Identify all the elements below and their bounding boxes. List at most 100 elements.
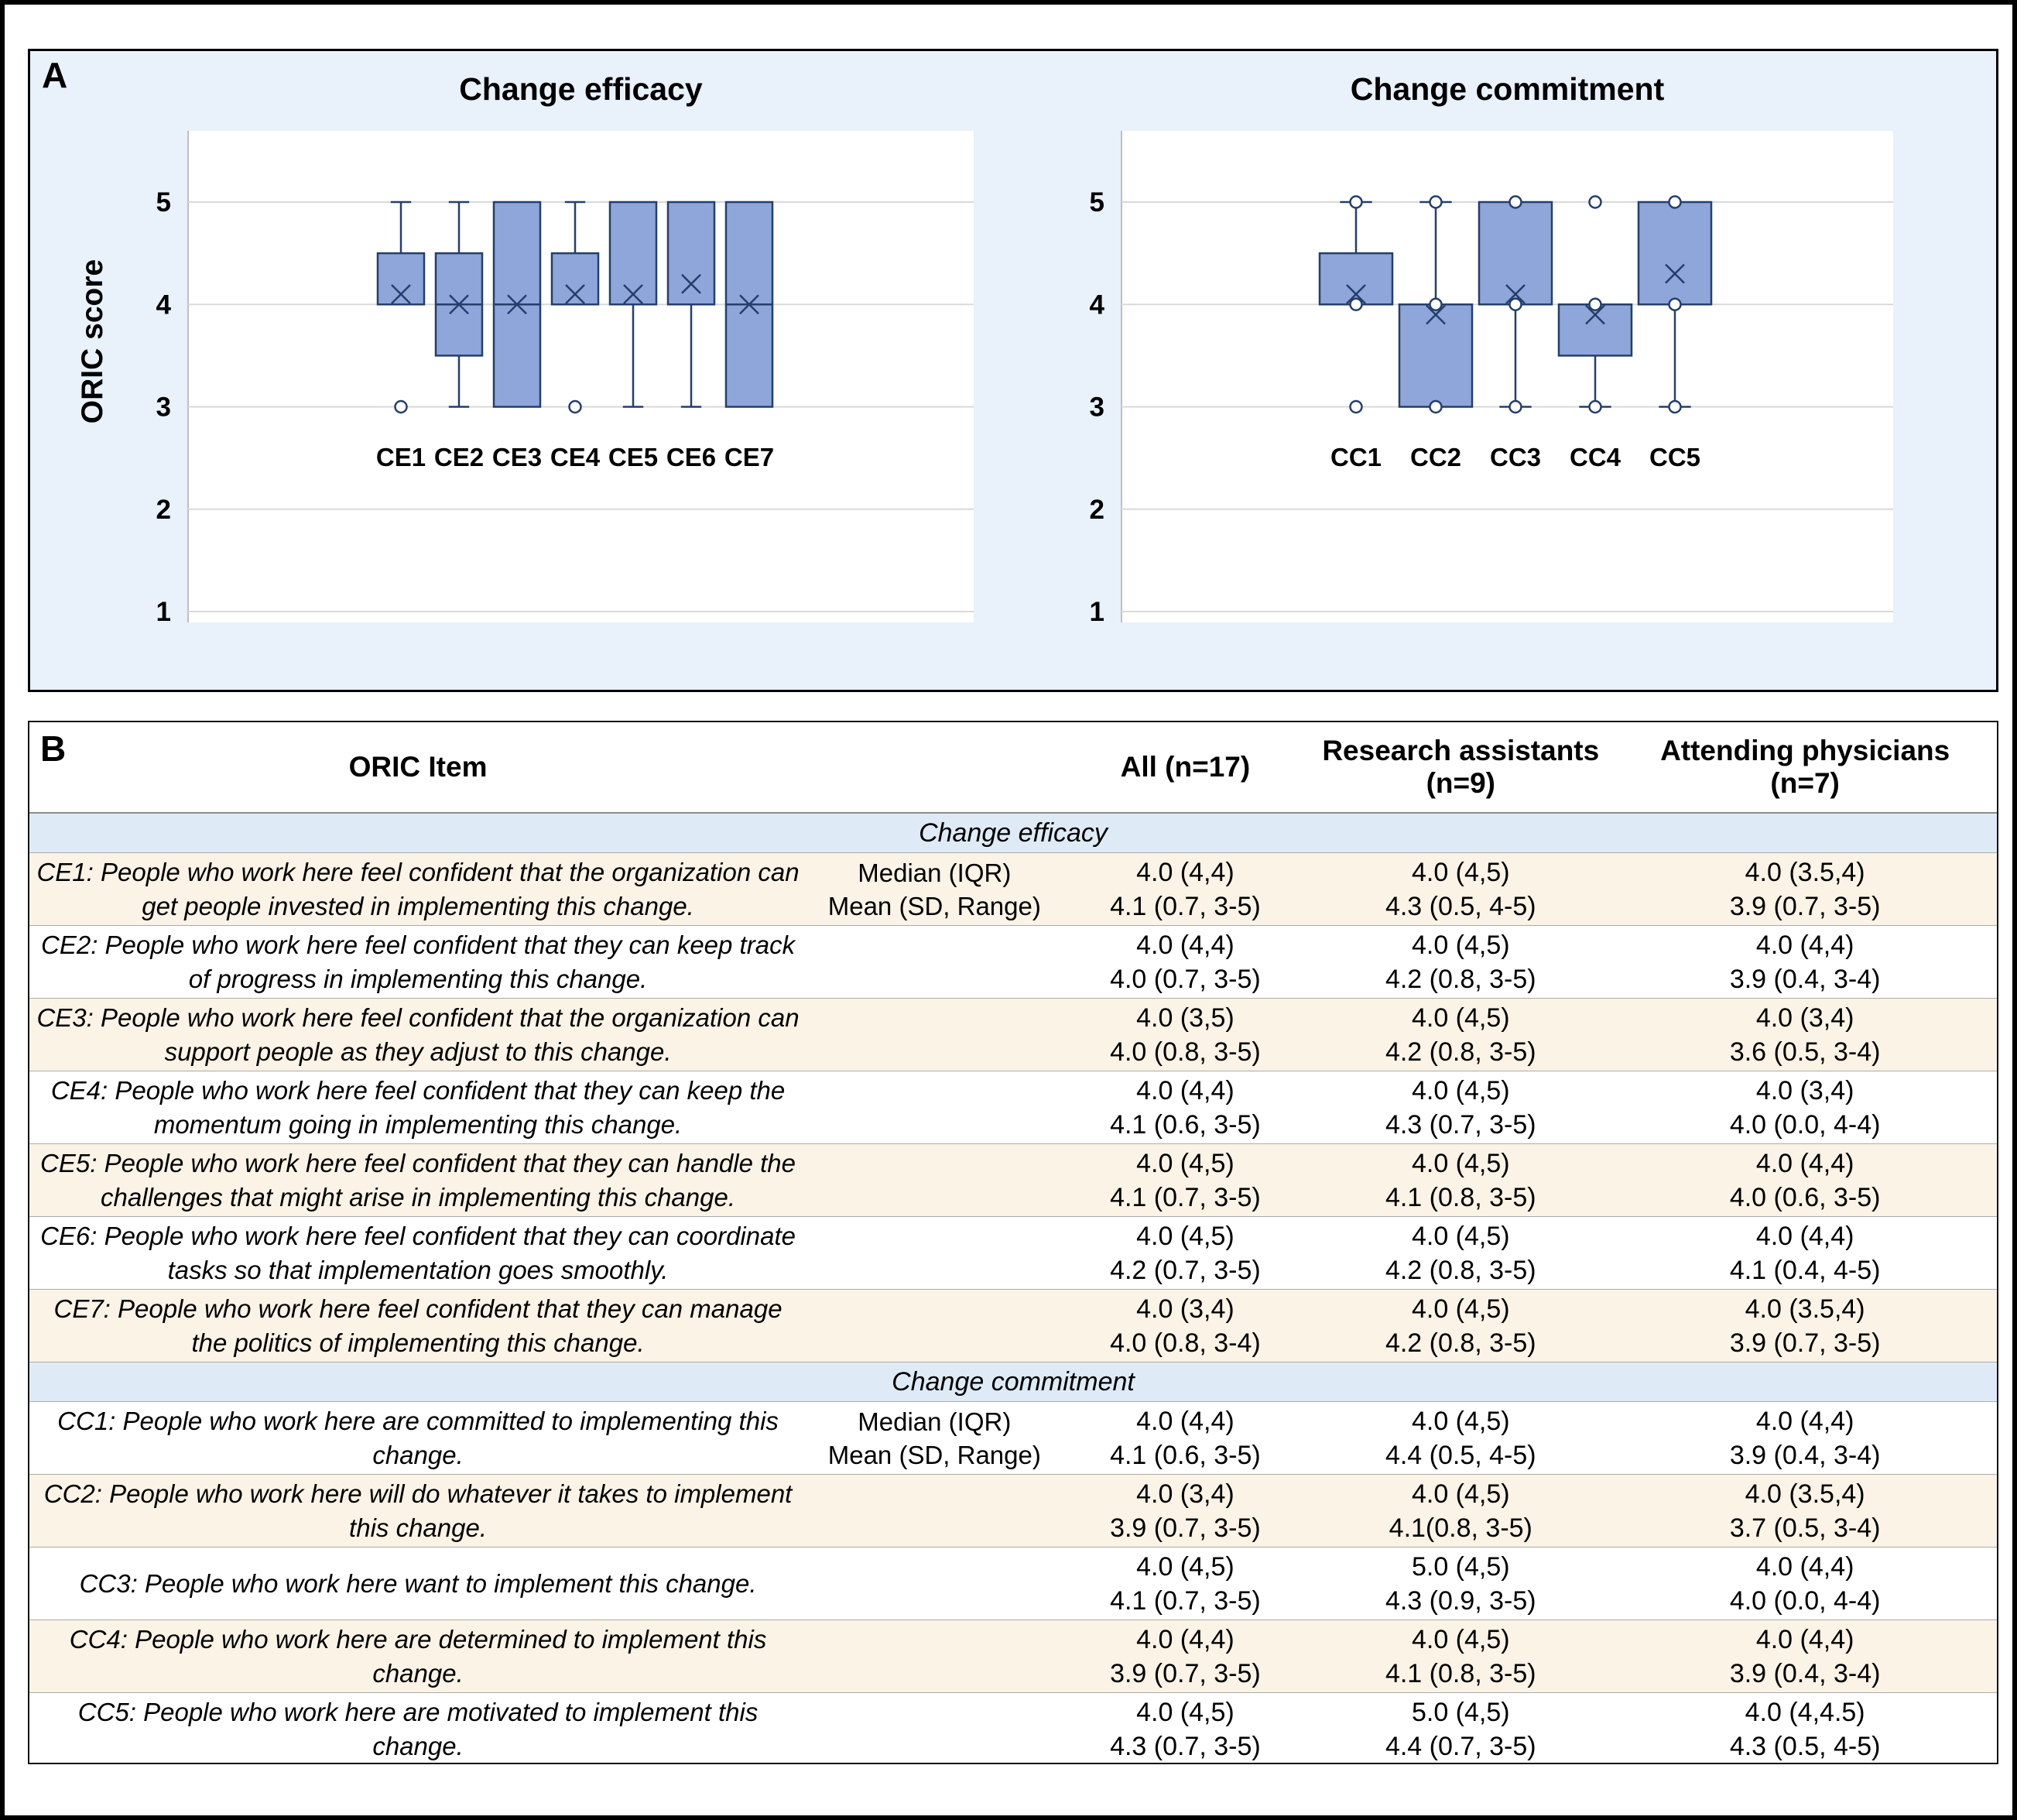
item-text-CE2: CE2: People who work here feel confident… [29, 925, 807, 999]
col-header-attending-physicians: Attending physicians (n=7) [1613, 722, 1997, 814]
oric-table: ORIC Item All (n=17) Research assistants… [29, 722, 1997, 1766]
values-all-CE5: 4.0 (4,5) 4.1 (0.7, 3-5) [1062, 1143, 1309, 1217]
stat-labels [806, 1619, 1063, 1693]
box-series-CE1: CE1 [376, 201, 426, 471]
mean-marker [1505, 284, 1526, 304]
values-ra-CE5: 4.0 (4,5) 4.1 (0.8, 3-5) [1308, 1143, 1614, 1217]
data-point [1588, 195, 1602, 209]
y-tick-label: 4 [156, 290, 172, 320]
y-tick-label: 5 [156, 187, 171, 218]
stat-labels: Median (IQR) Mean (SD, Range) [806, 1401, 1063, 1475]
values-ra-CC5: 5.0 (4,5) 4.4 (0.7, 3-5) [1308, 1692, 1614, 1766]
table-row-CC3: CC3: People who work here want to implem… [29, 1547, 1997, 1620]
y-tick-label: 1 [1090, 597, 1104, 627]
category-label: CE1 [376, 443, 426, 471]
table-row-CE2: CE2: People who work here feel confident… [29, 925, 1997, 999]
values-ap-CE6: 4.0 (4,4) 4.1 (0.4, 4-5) [1613, 1216, 1997, 1290]
mean-marker [507, 294, 527, 315]
data-point [1588, 297, 1602, 311]
col-header-all: All (n=17) [1062, 722, 1309, 814]
iqr-box [550, 252, 600, 306]
table-row-CE4: CE4: People who work here feel confident… [29, 1071, 1997, 1144]
section-title: Change commitment [29, 1362, 1997, 1402]
mean-marker [1346, 284, 1366, 304]
iqr-box [376, 252, 426, 306]
table-row-CE5: CE5: People who work here feel confident… [29, 1143, 1997, 1217]
boxplot-canvas: 5 4 3 2 1 CE1 CE2 CE3 CE4 CE5 CE6 CE7 5 4 3 2 1 CC1 CC2 CC3… [156, 131, 1893, 627]
values-all-CE2: 4.0 (4,4) 4.0 (0.7, 3-5) [1062, 925, 1309, 999]
panel-a-label: A [42, 55, 68, 95]
box-series-CE2: CE2 [434, 201, 484, 471]
efficacy-chart-title: Change efficacy [459, 71, 703, 107]
values-ra-CE4: 4.0 (4,5) 4.3 (0.7, 3-5) [1308, 1071, 1614, 1144]
values-ap-CE7: 4.0 (3.5,4) 3.9 (0.7, 3-5) [1613, 1289, 1997, 1362]
mean-marker [565, 284, 585, 304]
commitment-chart: 5 4 3 2 1 CC1 CC2 CC3 CC4 CC5 [1090, 131, 1893, 627]
stat-labels: Median (IQR) Mean (SD, Range) [806, 852, 1063, 926]
box-series-CC3: CC3 [1478, 195, 1553, 471]
iqr-box [666, 201, 716, 306]
stat-labels [806, 1474, 1063, 1548]
values-ap-CE1: 4.0 (3.5,4) 3.9 (0.7, 3-5) [1613, 852, 1997, 926]
values-ap-CC1: 4.0 (4,4) 3.9 (0.4, 3-4) [1613, 1401, 1997, 1475]
mean-marker [449, 294, 469, 315]
values-all-CE6: 4.0 (4,5) 4.2 (0.7, 3-5) [1062, 1216, 1309, 1290]
stat-labels [806, 998, 1063, 1071]
values-ra-CE1: 4.0 (4,5) 4.3 (0.5, 4-5) [1308, 852, 1614, 926]
category-label: CE6 [666, 443, 716, 471]
section-header-row: Change commitment [29, 1362, 1997, 1402]
stat-labels [806, 1216, 1063, 1290]
values-all-CE7: 4.0 (3,4) 4.0 (0.8, 3-4) [1062, 1289, 1309, 1362]
values-all-CC5: 4.0 (4,5) 4.3 (0.7, 3-5) [1062, 1692, 1309, 1766]
stat-labels [806, 1071, 1063, 1144]
iqr-box [1637, 201, 1713, 306]
box-series-CC2: CC2 [1398, 195, 1474, 471]
category-label: CE7 [724, 443, 774, 471]
values-ap-CC4: 4.0 (4,4) 3.9 (0.4, 3-4) [1613, 1619, 1997, 1693]
category-label: CC2 [1410, 443, 1461, 471]
table-row-CE1: CE1: People who work here feel confident… [29, 852, 1997, 926]
iqr-box [1557, 303, 1633, 357]
item-text-CC4: CC4: People who work here are determined… [29, 1619, 807, 1693]
mean-marker [391, 284, 411, 304]
data-point [1508, 399, 1522, 414]
values-ap-CC5: 4.0 (4,4.5) 4.3 (0.5, 4-5) [1613, 1692, 1997, 1766]
box-series-CE5: CE5 [608, 201, 658, 471]
category-label: CC1 [1330, 443, 1382, 471]
data-point [1508, 297, 1522, 311]
table-row-CE3: CE3: People who work here feel confident… [29, 998, 1997, 1071]
values-ap-CC3: 4.0 (4,4) 4.0 (0.0, 4-4) [1613, 1547, 1997, 1620]
data-point [568, 399, 582, 414]
y-tick-label: 5 [1090, 187, 1104, 218]
item-text-CE4: CE4: People who work here feel confident… [29, 1071, 807, 1144]
values-ra-CC4: 4.0 (4,5) 4.1 (0.8, 3-5) [1308, 1619, 1614, 1693]
values-ap-CE4: 4.0 (3,4) 4.0 (0.0, 4-4) [1613, 1071, 1997, 1144]
y-tick-label: 3 [156, 392, 171, 423]
iqr-box [1398, 303, 1474, 408]
item-text-CE3: CE3: People who work here feel confident… [29, 998, 807, 1071]
data-point [1349, 297, 1363, 311]
y-tick-label: 2 [1090, 495, 1104, 525]
values-all-CC4: 4.0 (4,4) 3.9 (0.7, 3-5) [1062, 1619, 1309, 1693]
table-row-CE6: CE6: People who work here feel confident… [29, 1216, 1997, 1290]
item-text-CC1: CC1: People who work here are committed … [29, 1401, 807, 1475]
panel-b: ORIC Item All (n=17) Research assistants… [28, 721, 1998, 1766]
commitment-chart-title: Change commitment [1350, 71, 1665, 107]
mean-marker [1426, 304, 1446, 325]
table-header-row: ORIC Item All (n=17) Research assistants… [29, 722, 1997, 814]
item-text-CE6: CE6: People who work here feel confident… [29, 1216, 807, 1290]
box-series-CE3: CE3 [492, 201, 542, 471]
values-ap-CE3: 4.0 (3,4) 3.6 (0.5, 3-4) [1613, 998, 1997, 1071]
col-header-stat [806, 722, 1063, 814]
data-point [1429, 297, 1443, 311]
values-ap-CE5: 4.0 (4,4) 4.0 (0.6, 3-5) [1613, 1143, 1997, 1217]
category-label: CE2 [434, 443, 484, 471]
data-point [1349, 195, 1363, 209]
item-text-CE1: CE1: People who work here feel confident… [29, 852, 807, 926]
stat-labels [806, 1692, 1063, 1766]
table-row-CC5: CC5: People who work here are motivated … [29, 1692, 1997, 1766]
data-point [1668, 297, 1682, 311]
y-tick-label: 2 [156, 495, 171, 525]
values-ap-CC2: 4.0 (3.5,4) 3.7 (0.5, 3-4) [1613, 1474, 1997, 1548]
category-label: CE5 [608, 443, 658, 471]
